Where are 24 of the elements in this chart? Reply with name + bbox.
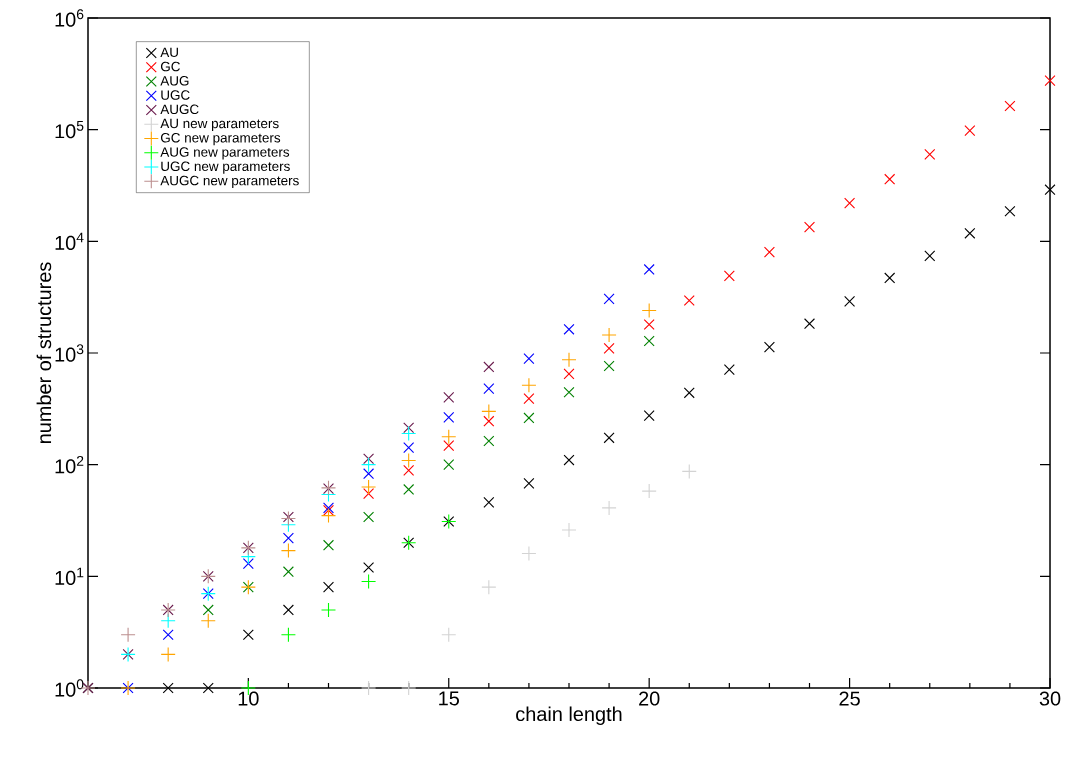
y-tick-label: 10$^{4}$	[55, 232, 84, 250]
y-tick-label: 10$^{3}$	[55, 344, 84, 362]
y-tick-label: 10$^{5}$	[55, 121, 84, 139]
y-tick-label: 10$^{1}$	[55, 567, 84, 585]
legend-label: UGC	[161, 90, 190, 100]
legend-label: AU	[160, 47, 178, 58]
x-tick-label: 15	[439, 691, 459, 706]
y-tick-label: 10$^{6}$	[55, 9, 84, 27]
x-tick-label: 20	[639, 691, 660, 706]
x-axis-title: chain length	[516, 706, 622, 726]
legend-label: GC	[160, 61, 180, 72]
legend-label: AUGC	[160, 104, 199, 115]
x-tick-label: 25	[839, 691, 860, 706]
y-tick-label: 10$^{0}$	[55, 679, 84, 697]
legend-label: GC new parameters	[160, 132, 281, 146]
y-axis-title: number of structures	[36, 262, 52, 444]
legend-label: AUG new parameters	[160, 147, 290, 160]
y-tick-label: 10$^{2}$	[55, 455, 84, 474]
legend-label: UGC new parameters	[161, 161, 290, 174]
legend-label: AUGC new parameters	[160, 175, 299, 188]
x-tick-label: 10	[238, 691, 259, 706]
legend-label: AU new parameters	[160, 118, 279, 131]
legend-label: AUG	[160, 76, 189, 86]
x-tick-label: 30	[1039, 691, 1061, 706]
